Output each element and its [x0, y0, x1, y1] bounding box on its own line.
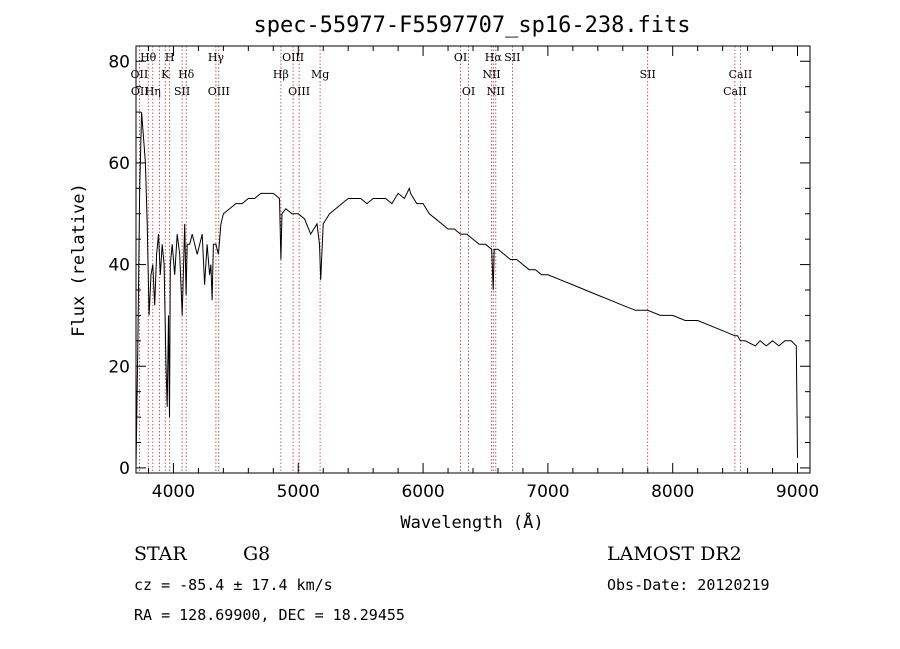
x-tick-label: 6000 — [401, 482, 444, 502]
x-tick-label: 8000 — [651, 482, 694, 502]
line-label: Hα — [485, 51, 503, 64]
line-label: CaII — [723, 85, 747, 98]
line-label: OIII — [288, 85, 310, 98]
x-tick-label: 4000 — [152, 482, 195, 502]
line-label: OIII — [282, 51, 304, 64]
line-label: Mg — [311, 68, 329, 81]
y-tick-label: 80 — [108, 52, 130, 72]
line-label: Hδ — [178, 68, 195, 81]
chart-title: spec-55977-F5597707_sp16-238.fits — [253, 13, 690, 38]
line-label: OIII — [208, 85, 230, 98]
x-tick-label: 5000 — [277, 482, 320, 502]
line-label: K — [161, 68, 170, 81]
line-label: H — [165, 51, 175, 64]
line-label: OI — [454, 51, 467, 64]
line-label: NII — [482, 68, 500, 81]
line-label: SII — [504, 51, 520, 64]
object-subclass: G8 — [243, 543, 270, 565]
redshift-velocity: cz = -85.4 ± 17.4 km/s — [134, 576, 333, 594]
line-label: OII — [131, 68, 149, 81]
y-tick-label: 40 — [108, 256, 130, 276]
line-label: Hγ — [208, 51, 225, 64]
y-axis-label: Flux (relative) — [69, 183, 89, 337]
x-tick-labels: 4000 5000 6000 7000 8000 9000 — [152, 482, 819, 502]
line-label: CaII — [729, 68, 753, 81]
spectral-line-markers — [138, 46, 741, 473]
line-label: OI — [462, 85, 475, 98]
line-label: Hθ — [140, 51, 157, 64]
x-tick-label: 7000 — [526, 482, 569, 502]
y-tick-label: 20 — [108, 357, 130, 377]
line-label: Hη — [145, 85, 161, 98]
x-tick-label: 9000 — [776, 482, 819, 502]
line-label: Hβ — [273, 68, 289, 81]
line-label: OII — [131, 85, 149, 98]
survey-name: LAMOST DR2 — [607, 543, 742, 565]
plot-frame — [135, 45, 811, 474]
axis-ticks — [136, 46, 810, 473]
x-axis-label: Wavelength (Å) — [400, 511, 543, 533]
sky-coordinates: RA = 128.69900, DEC = 18.29455 — [134, 606, 405, 624]
object-class: STAR — [134, 543, 187, 565]
y-tick-labels: 0 20 40 60 80 — [108, 52, 130, 479]
line-label: SII — [174, 85, 190, 98]
y-tick-label: 60 — [108, 154, 130, 174]
observation-date: Obs-Date: 20120219 — [607, 576, 770, 594]
line-label: SII — [640, 68, 656, 81]
spectrum-line — [135, 112, 798, 468]
line-label: NII — [487, 85, 505, 98]
y-tick-label: 0 — [119, 459, 130, 479]
